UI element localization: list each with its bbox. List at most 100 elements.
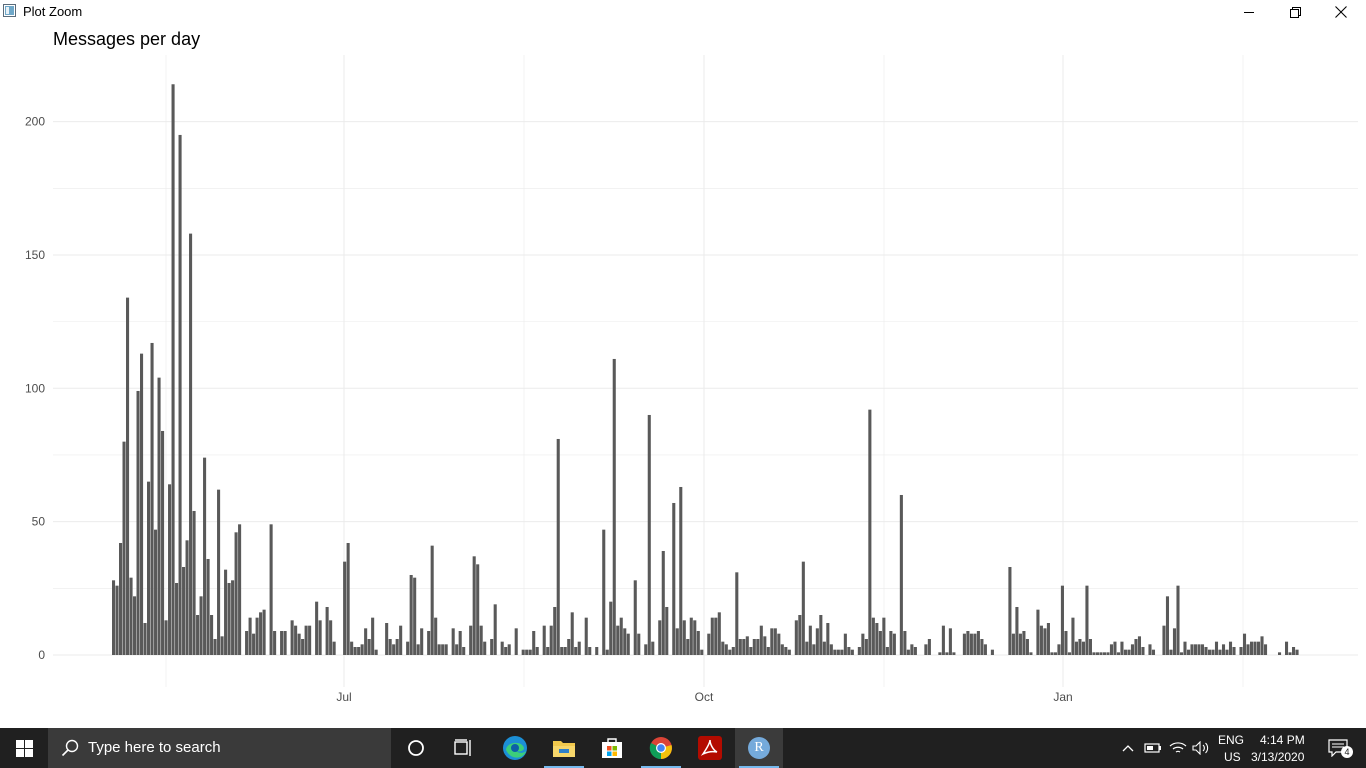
x-tick-label: Jul [336,690,351,704]
plot-window-icon [3,4,16,17]
network-button[interactable] [1167,728,1189,768]
bar [693,620,697,655]
bar [112,580,116,655]
start-button[interactable] [0,728,48,768]
bar [1130,644,1135,655]
bar [395,639,399,655]
bar [514,628,518,655]
restore-icon [1289,6,1301,18]
bar [1277,652,1282,655]
bar [1249,641,1254,655]
bar [1081,641,1085,655]
language-indicator[interactable]: ENG US [1214,728,1248,768]
cortana-button[interactable] [392,728,440,768]
bar [154,529,158,655]
file-explorer-button[interactable] [540,728,588,768]
bar [1284,641,1289,655]
bar [143,623,147,655]
bar [119,542,123,655]
bar [1099,652,1103,655]
bar [238,524,242,655]
show-hidden-icons-button[interactable] [1119,728,1137,768]
bar [637,633,641,655]
bar [1256,641,1261,655]
bar [1022,631,1026,655]
bar [1078,639,1082,655]
bar [546,647,550,655]
bar [633,580,637,655]
bar [1211,649,1215,655]
bar [357,647,361,655]
chrome-button[interactable] [637,728,685,768]
bar [350,641,354,655]
taskbar: Type here to search [0,728,1366,768]
bar-chart: 0 50 100 150 200 Jul Oct Jan [25,55,1358,704]
bar [1011,633,1015,655]
edge-button[interactable] [491,728,539,768]
search-input[interactable]: Type here to search [48,728,391,768]
bar [1134,639,1138,655]
bar [1204,647,1208,655]
bar [885,647,889,655]
restore-button[interactable] [1272,0,1318,24]
bar [1200,644,1205,655]
bar [710,617,714,655]
r-icon [748,737,770,759]
window-titlebar[interactable]: Plot Zoom [0,0,1366,24]
bar [483,641,487,655]
bar [609,601,613,655]
bar [1120,641,1124,655]
acrobat-icon [698,736,722,760]
bar [234,532,238,655]
task-view-button[interactable] [440,728,488,768]
action-center-button[interactable]: 4 [1318,728,1358,768]
bar [861,633,865,655]
microsoft-store-button[interactable] [588,728,636,768]
file-explorer-icon [553,741,575,757]
bar [864,639,868,655]
bar [427,631,431,655]
bar [567,639,571,655]
bar [1095,652,1099,655]
battery-button[interactable] [1142,728,1164,768]
bar [220,636,224,655]
bar [815,628,819,655]
bar [189,233,193,656]
bar [399,625,403,655]
r-button[interactable]: R [735,728,783,768]
volume-button[interactable] [1190,728,1212,768]
bar [122,441,126,655]
bar [255,617,259,655]
bar [185,540,189,655]
close-button[interactable] [1318,0,1364,24]
bar [1053,652,1057,655]
bar [714,617,718,655]
bar [875,623,879,655]
bar [472,556,476,655]
clock[interactable]: 4:14 PM 3/13/2020 [1250,728,1314,768]
bar [199,596,203,655]
bar [458,631,462,655]
y-tick-label: 50 [32,515,46,529]
bar [913,647,917,655]
chevron-up-icon [1122,745,1134,752]
clock-time: 4:14 PM [1260,733,1305,747]
plot-title: Messages per day [53,29,201,49]
bar [164,620,168,655]
bar [1190,644,1194,655]
bar [196,615,200,655]
acrobat-button[interactable] [686,728,734,768]
bar [829,644,833,655]
bar [1179,652,1184,655]
bar [1036,609,1040,655]
bar [1025,639,1029,655]
bar [129,577,133,655]
bar [364,628,368,655]
bar [248,617,252,655]
minimize-button[interactable] [1226,0,1272,24]
bar [777,633,781,655]
bar [479,625,483,655]
bar [1246,644,1250,655]
bar [700,649,704,655]
bar [1113,641,1117,655]
